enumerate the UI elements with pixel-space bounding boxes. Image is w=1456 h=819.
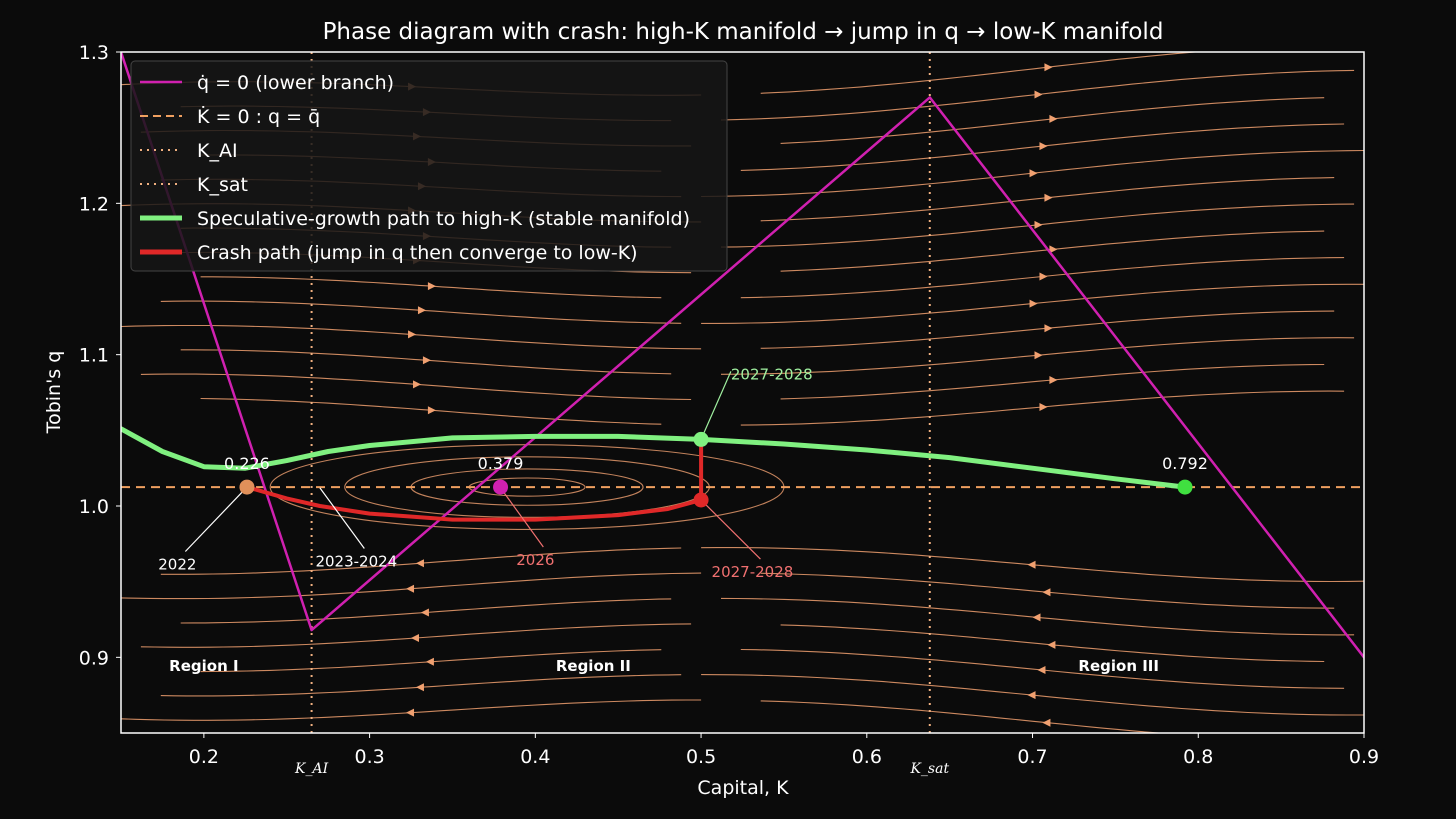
annotations: 2022 2023-2024 2026 2027-2028 2027-2028 [158, 365, 812, 581]
annotation-arrow-3 [700, 499, 761, 560]
x-tick-label-7: 0.9 [1349, 746, 1379, 768]
qdot-zero-line [121, 52, 1364, 659]
point-2 [693, 431, 709, 447]
speculative-growth-path [121, 426, 1188, 490]
stream-arrow-5 [425, 657, 434, 666]
stream-arrow-1 [406, 708, 415, 717]
legend-label-3: K_sat [197, 174, 248, 196]
stream-arrow-6 [1037, 666, 1046, 675]
point-4 [1177, 479, 1193, 495]
x-tick-label-3: 0.5 [686, 746, 716, 768]
y-axis-ticks: 0.9 1.0 1.1 1.2 1.3 [79, 42, 121, 669]
x-tick-label-5: 0.7 [1017, 746, 1047, 768]
stream-arrow-22 [1044, 324, 1053, 333]
stream-arrow-14 [1027, 560, 1036, 569]
point-label-1: 0.379 [478, 454, 524, 473]
legend-box [130, 60, 728, 272]
stream-arrow-23 [417, 306, 426, 315]
stream-arrow-7 [411, 633, 420, 642]
stream-arrow-24 [1029, 299, 1038, 308]
y-axis-label: Tobin's q [43, 351, 65, 435]
y-tick-label-4: 1.3 [79, 42, 109, 64]
annotation-arrow-1 [319, 487, 365, 549]
stream-arrow-9 [420, 608, 429, 617]
stream-arrow-25 [427, 282, 436, 291]
region-label-1: Region II [556, 657, 631, 675]
stream-arrow-4 [1027, 691, 1036, 700]
stream-arrow-11 [406, 584, 415, 593]
stream-arrow-13 [415, 559, 424, 568]
point-label-4: 0.792 [1162, 454, 1208, 473]
legend-label-2: K_AI [197, 140, 238, 162]
legend-label-0: q̇ = 0 (lower branch) [197, 72, 394, 94]
y-tick-label-2: 1.1 [79, 345, 109, 367]
annotation-arrow-4 [700, 371, 732, 440]
annotation-label-0: 2022 [158, 556, 196, 574]
stream-arrow-12 [1042, 588, 1051, 597]
stream-arrow-21 [408, 330, 417, 339]
x-axis-ticks: 0.2 0.3 0.4 0.5 0.6 0.7 0.8 0.9 [189, 733, 1379, 768]
stream-arrow-17 [413, 380, 422, 389]
plot-frame [120, 51, 1365, 734]
x-tick-label-0: 0.2 [189, 746, 219, 768]
legend: q̇ = 0 (lower branch) K̇ = 0 : q = q̄ K_AI… [130, 60, 728, 272]
x-tick-label-6: 0.8 [1183, 746, 1213, 768]
stream-arrow-32 [1044, 193, 1053, 202]
vline-labels: K_AI K_sat [294, 761, 949, 777]
x-tick-label-2: 0.4 [520, 746, 550, 768]
vline-label-0: K_AI [294, 761, 329, 777]
stream-arrow-8 [1047, 640, 1056, 649]
stream-arrow-40 [1034, 90, 1043, 99]
stream-arrow-16 [1039, 402, 1048, 411]
annotation-label-4: 2027-2028 [731, 365, 813, 383]
stream-arrow-18 [1049, 375, 1058, 384]
stream-arrow-10 [1032, 613, 1041, 622]
equilibrium-points: 0.226 0.379 0.792 [224, 431, 1208, 508]
chart-lines [121, 52, 1364, 733]
x-tick-label-4: 0.6 [852, 746, 882, 768]
legend-label-4: Speculative-growth path to high-K (stabl… [197, 208, 690, 230]
stream-arrow-28 [1049, 245, 1058, 254]
point-0 [239, 479, 255, 495]
stream-arrow-20 [1034, 351, 1043, 360]
point-3 [693, 492, 709, 508]
vline-label-1: K_sat [909, 761, 949, 777]
stream-arrow-2 [1042, 718, 1051, 727]
region-label-2: Region III [1078, 657, 1159, 675]
stream-arrow-30 [1034, 220, 1043, 229]
stream-arrow-34 [1029, 169, 1038, 178]
annotation-arrow-0 [184, 486, 248, 552]
stream-arrow-15 [427, 406, 436, 415]
x-tick-label-1: 0.3 [354, 746, 384, 768]
stream-arrow-3 [415, 683, 424, 692]
stream-arrow-36 [1039, 142, 1048, 151]
x-axis-label: Capital, K [697, 777, 789, 799]
region-labels: Region I Region II Region III [169, 657, 1159, 675]
point-label-0: 0.226 [224, 454, 270, 473]
legend-label-1: K̇ = 0 : q = q̄ [197, 106, 320, 128]
legend-label-5: Crash path (jump in q then converge to l… [197, 242, 638, 264]
annotation-label-2: 2026 [516, 551, 554, 569]
region-label-0: Region I [169, 657, 238, 675]
y-tick-label-3: 1.2 [79, 193, 109, 215]
chart-title: Phase diagram with crash: high-K manifol… [323, 19, 1164, 45]
y-tick-label-1: 1.0 [79, 496, 109, 518]
stream-arrow-26 [1039, 272, 1048, 281]
stream-arrow-19 [422, 356, 431, 365]
annotation-arrow-2 [500, 487, 544, 548]
stream-arrow-38 [1049, 114, 1058, 123]
annotation-label-3: 2027-2028 [712, 563, 794, 581]
annotation-label-1: 2023-2024 [315, 552, 397, 570]
crash-path [245, 437, 704, 522]
stream-arrow-42 [1044, 63, 1053, 72]
point-1 [493, 479, 509, 495]
y-tick-label-0: 0.9 [79, 647, 109, 669]
